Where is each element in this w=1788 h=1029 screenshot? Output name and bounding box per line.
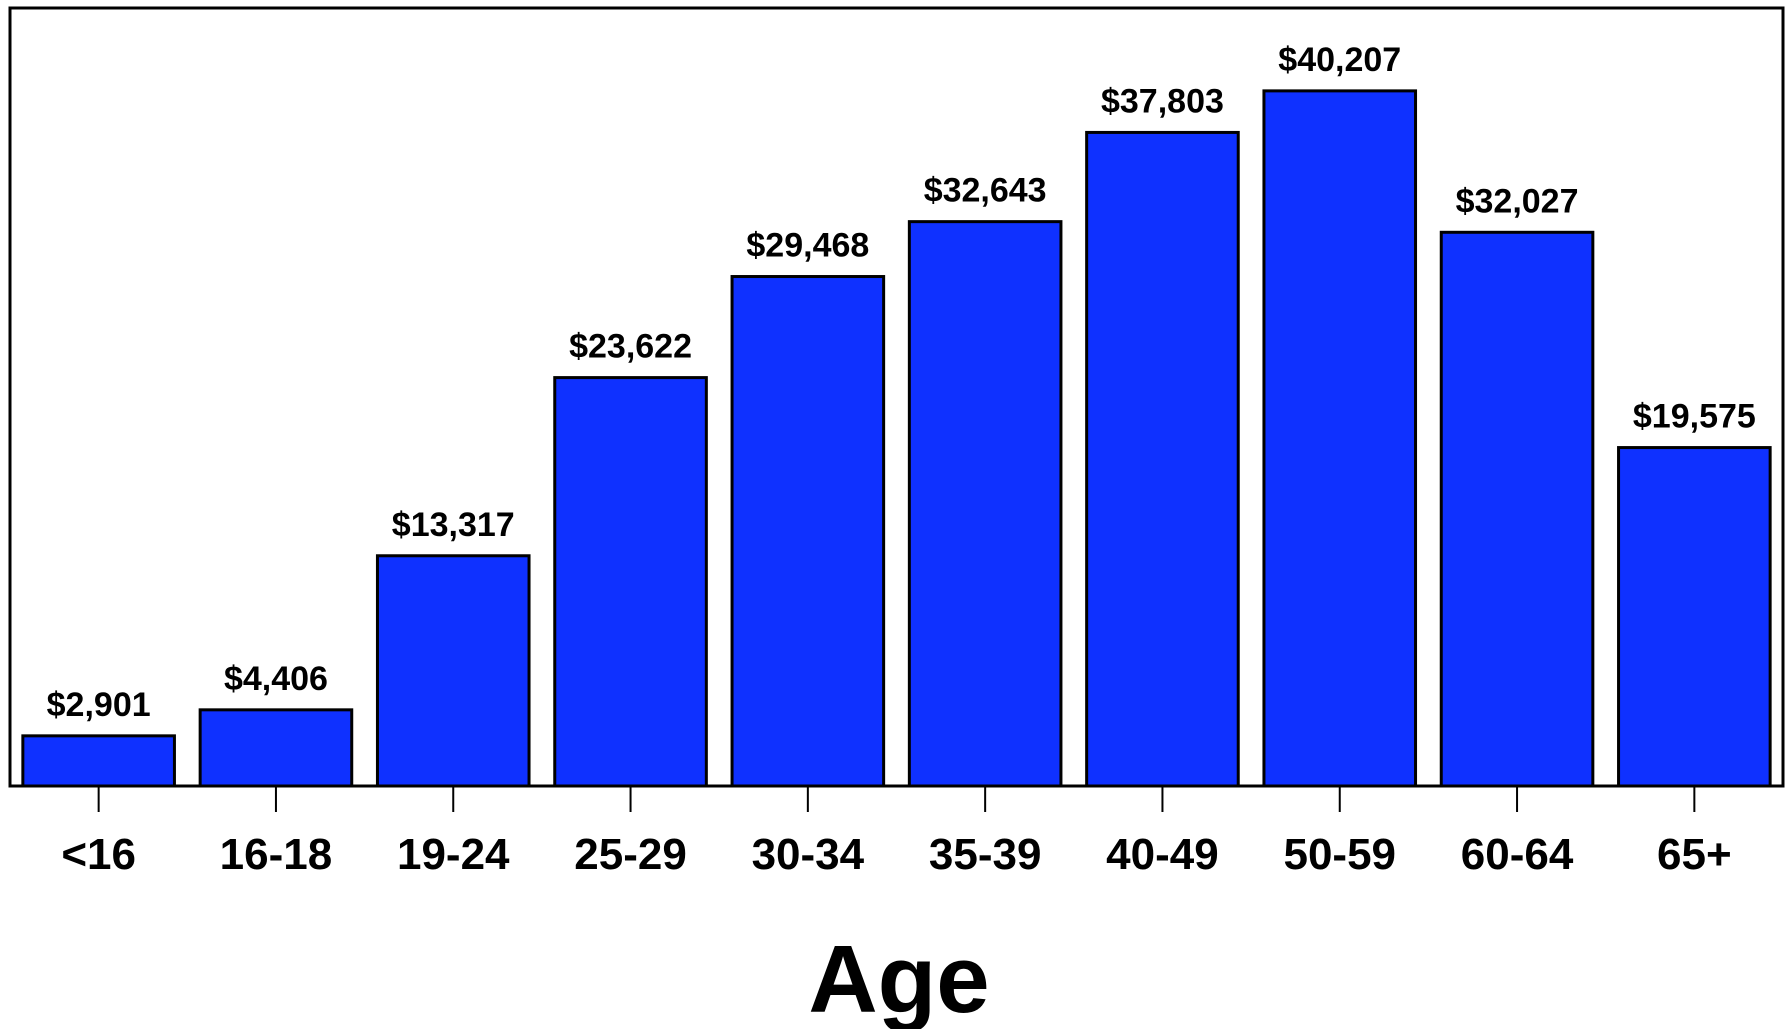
x-tick-label-7: 50-59 [1283, 830, 1396, 879]
value-label-3: $23,622 [569, 328, 692, 366]
x-ticks-group [97, 786, 1696, 812]
value-label-7: $40,207 [1278, 41, 1401, 79]
x-tick-labels-group: <16 16-18 19-24 25-29 30-34 35-39 40-49 50-59 60… [61, 830, 1731, 879]
bar-0 [21, 734, 176, 788]
bar-4 [730, 275, 886, 788]
x-tick-label-2: 19-24 [397, 830, 510, 879]
bar-7 [1262, 89, 1418, 788]
bar-6 [1085, 130, 1240, 788]
value-label-0: $2,901 [47, 686, 151, 724]
bars-group [21, 89, 1772, 788]
x-tick-label-4: 30-34 [752, 830, 865, 879]
x-axis-title: Age [808, 926, 989, 1029]
x-tick-label-9: 65+ [1657, 830, 1732, 879]
bar-9 [1617, 446, 1772, 788]
value-label-8: $32,027 [1456, 182, 1579, 220]
value-label-1: $4,406 [224, 660, 328, 698]
value-label-9: $19,575 [1633, 398, 1756, 436]
x-tick-label-3: 25-29 [574, 830, 687, 879]
value-label-6: $37,803 [1101, 82, 1224, 120]
value-label-4: $29,468 [746, 227, 869, 265]
bar-1 [198, 708, 354, 788]
x-tick-label-1: 16-18 [220, 830, 333, 879]
x-tick-label-6: 40-49 [1106, 830, 1219, 879]
bar-5 [907, 220, 1063, 788]
bar-8 [1439, 230, 1595, 788]
value-labels-group: $2,901 $4,406 $13,317 $23,622 $29,468 $32,643… [47, 41, 1756, 724]
plot-frame [8, 6, 1785, 788]
bar-2 [375, 554, 531, 788]
value-label-5: $32,643 [924, 172, 1047, 210]
x-tick-label-5: 35-39 [929, 830, 1042, 879]
x-tick-label-8: 60-64 [1461, 830, 1574, 879]
x-tick-label-0: <16 [61, 830, 136, 879]
value-label-2: $13,317 [392, 506, 515, 544]
bar-3 [553, 376, 708, 788]
